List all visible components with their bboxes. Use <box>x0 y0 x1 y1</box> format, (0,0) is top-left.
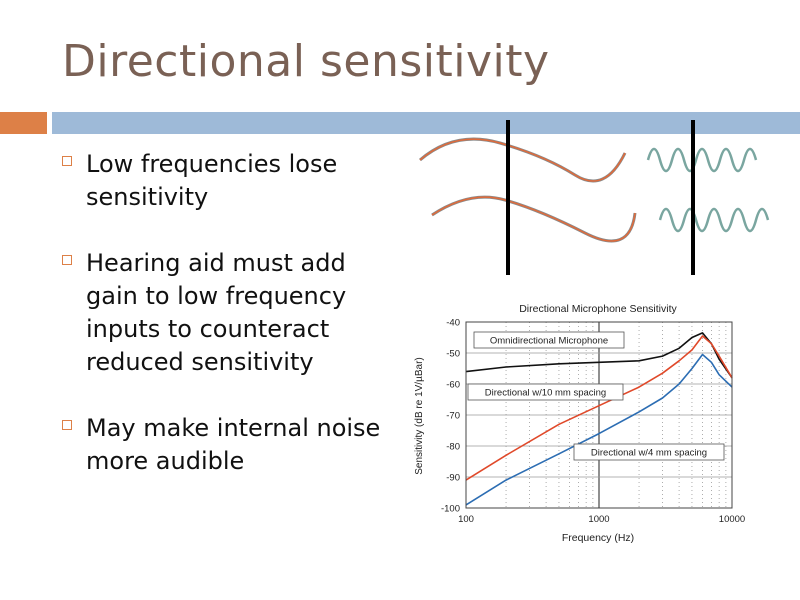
x-axis-label: Frequency (Hz) <box>562 532 634 544</box>
plot-frame <box>465 321 733 509</box>
y-tick-label: -40 <box>446 318 460 329</box>
bullet-text: Hearing aid must add gain to low frequen… <box>86 249 347 376</box>
slide-title: Directional sensitivity <box>62 36 550 87</box>
chart-title: Directional Microphone Sensitivity <box>519 303 677 315</box>
bullet-text: Low frequencies lose sensitivity <box>86 150 338 211</box>
bullet-square-icon <box>62 255 72 265</box>
series-label: Omnidirectional Microphone <box>490 336 608 347</box>
bullet-square-icon <box>62 156 72 166</box>
bullet-item: May make internal noise more audible <box>62 412 392 478</box>
waveform-illustration <box>419 120 770 275</box>
y-tick-label: -80 <box>446 442 460 453</box>
high-frequency-waves <box>646 147 770 233</box>
y-tick-label: -60 <box>446 380 460 391</box>
bullet-text: May make internal noise more audible <box>86 414 381 475</box>
bullet-item: Low frequencies lose sensitivity <box>62 148 392 214</box>
sensitivity-chart: Directional Microphone Sensitivity Sensi… <box>414 303 745 544</box>
low-frequency-waves <box>419 137 637 243</box>
title-accent-orange-bar <box>0 112 47 134</box>
y-axis-label: Sensitivity (dB re 1V/µBar) <box>414 357 425 474</box>
bullet-list: Low frequencies lose sensitivity Hearing… <box>62 148 392 511</box>
title-accent-blue-bar <box>52 112 800 134</box>
bullet-square-icon <box>62 420 72 430</box>
bullet-item: Hearing aid must add gain to low frequen… <box>62 247 392 379</box>
x-tick-label: 100 <box>458 514 474 525</box>
y-tick-label: -100 <box>441 504 460 515</box>
series-label: Directional w/10 mm spacing <box>485 388 606 399</box>
series-labels: Omnidirectional Microphone Directional w/… <box>467 331 725 461</box>
y-tick-label: -50 <box>446 349 460 360</box>
series-label-box <box>467 383 624 401</box>
y-tick-label: -70 <box>446 411 460 422</box>
chart-series <box>465 332 733 506</box>
series-line <box>465 353 733 506</box>
series-label-box <box>573 443 725 461</box>
series-line <box>465 335 733 481</box>
x-tick-label: 1000 <box>588 514 609 525</box>
x-tick-label: 10000 <box>719 514 745 525</box>
y-tick-label: -90 <box>446 473 460 484</box>
series-label-box <box>473 331 625 349</box>
series-label: Directional w/4 mm spacing <box>591 448 707 459</box>
